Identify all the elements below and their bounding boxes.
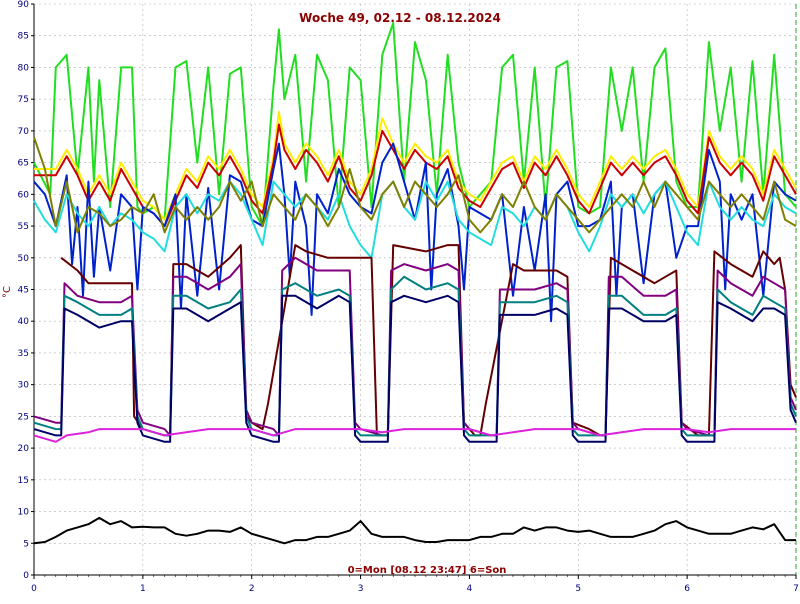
grid <box>34 3 797 576</box>
y-tick-label: 55 <box>18 222 29 232</box>
y-tick-label: 40 <box>18 317 30 327</box>
series-line-11 <box>33 516 796 545</box>
y-tick-label: 35 <box>18 349 29 359</box>
x-tick-label: 5 <box>575 584 581 594</box>
y-tick-label: 20 <box>18 444 30 454</box>
y-tick-label: 80 <box>18 63 30 73</box>
y-tick-label: 85 <box>18 32 29 42</box>
x-tick-label: 4 <box>467 584 473 594</box>
series-line-8 <box>33 275 797 437</box>
y-tick-label: 70 <box>18 127 30 137</box>
y-tick-label: 10 <box>18 508 30 518</box>
y-tick-label: 30 <box>18 381 30 391</box>
y-tick-label: 5 <box>23 539 29 549</box>
x-tick-label: 0 <box>31 584 37 594</box>
x-tick-label: 2 <box>249 584 255 594</box>
y-tick-label: 90 <box>18 0 30 10</box>
series-line-0 <box>33 22 797 228</box>
y-tick-label: 15 <box>18 476 29 486</box>
y-axis-label: °C <box>2 286 13 298</box>
series-line-10 <box>33 428 796 443</box>
series-line-4 <box>33 180 797 259</box>
series-line-3 <box>33 142 797 323</box>
series-line-5 <box>33 136 797 234</box>
y-tick-label: 75 <box>18 95 29 105</box>
x-axis-label: 0=Mon [08.12 23:47] 6=Son <box>348 565 507 576</box>
x-tick-label: 3 <box>358 584 364 594</box>
axes <box>31 3 797 579</box>
y-tick-label: 45 <box>18 286 29 296</box>
y-tick-label: 25 <box>18 412 29 422</box>
series-line-7 <box>33 256 797 437</box>
y-tick-label: 65 <box>18 159 29 169</box>
series-group <box>33 22 797 545</box>
x-tick-label: 1 <box>140 584 146 594</box>
chart-title: Woche 49, 02.12 - 08.12.2024 <box>299 11 501 25</box>
y-tick-label: 50 <box>18 254 30 264</box>
series-line-2 <box>34 123 797 228</box>
x-tick-label: 6 <box>684 584 690 594</box>
y-tick-label: 0 <box>23 571 29 581</box>
series-line-9 <box>33 294 797 443</box>
x-tick-label: 7 <box>793 584 799 594</box>
y-tick-label: 60 <box>18 190 30 200</box>
